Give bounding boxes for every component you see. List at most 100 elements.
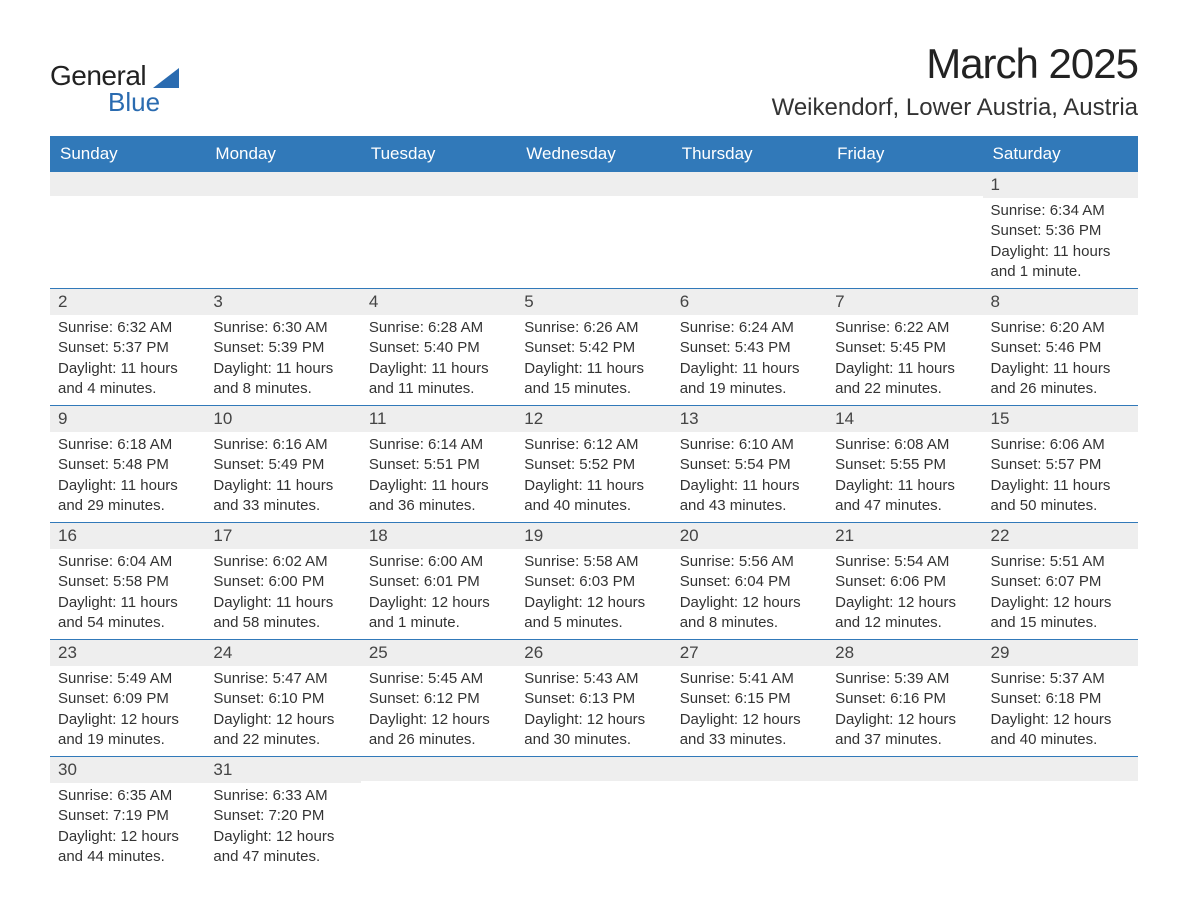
day-cell: 13Sunrise: 6:10 AMSunset: 5:54 PMDayligh…: [672, 406, 827, 522]
day-ss: Sunset: 5:54 PM: [680, 455, 819, 475]
day-dl: Daylight: 12 hours and 19 minutes.: [58, 710, 197, 751]
day-cell: 25Sunrise: 5:45 AMSunset: 6:12 PMDayligh…: [361, 640, 516, 756]
day-number: 14: [827, 406, 982, 432]
day-cell: [205, 172, 360, 288]
day-ss: Sunset: 6:16 PM: [835, 689, 974, 709]
day-cell: 28Sunrise: 5:39 AMSunset: 6:16 PMDayligh…: [827, 640, 982, 756]
day-sr: Sunrise: 6:02 AM: [213, 552, 352, 572]
location: Weikendorf, Lower Austria, Austria: [772, 94, 1138, 122]
day-cell: 22Sunrise: 5:51 AMSunset: 6:07 PMDayligh…: [983, 523, 1138, 639]
day-data: Sunrise: 6:30 AMSunset: 5:39 PMDaylight:…: [205, 315, 360, 405]
day-cell: [361, 757, 516, 873]
day-cell: 12Sunrise: 6:12 AMSunset: 5:52 PMDayligh…: [516, 406, 671, 522]
day-number: 15: [983, 406, 1138, 432]
day-cell: 24Sunrise: 5:47 AMSunset: 6:10 PMDayligh…: [205, 640, 360, 756]
day-number: 4: [361, 289, 516, 315]
day-cell: 30Sunrise: 6:35 AMSunset: 7:19 PMDayligh…: [50, 757, 205, 873]
day-dl: Daylight: 12 hours and 44 minutes.: [58, 827, 197, 868]
day-sr: Sunrise: 5:45 AM: [369, 669, 508, 689]
day-ss: Sunset: 6:06 PM: [835, 572, 974, 592]
day-data: Sunrise: 5:37 AMSunset: 6:18 PMDaylight:…: [983, 666, 1138, 756]
day-dl: Daylight: 11 hours and 4 minutes.: [58, 359, 197, 400]
day-ss: Sunset: 6:10 PM: [213, 689, 352, 709]
day-sr: Sunrise: 6:14 AM: [369, 435, 508, 455]
day-number: 5: [516, 289, 671, 315]
day-number: [827, 757, 982, 781]
day-number: [672, 757, 827, 781]
day-number: 31: [205, 757, 360, 783]
day-data: [672, 781, 827, 851]
day-dl: Daylight: 12 hours and 12 minutes.: [835, 593, 974, 634]
day-ss: Sunset: 6:01 PM: [369, 572, 508, 592]
day-data: [516, 196, 671, 266]
day-data: Sunrise: 6:18 AMSunset: 5:48 PMDaylight:…: [50, 432, 205, 522]
day-sr: Sunrise: 5:49 AM: [58, 669, 197, 689]
day-header-cell: Wednesday: [516, 136, 671, 172]
week-row: 23Sunrise: 5:49 AMSunset: 6:09 PMDayligh…: [50, 639, 1138, 756]
day-number: 25: [361, 640, 516, 666]
day-ss: Sunset: 5:43 PM: [680, 338, 819, 358]
day-data: Sunrise: 5:54 AMSunset: 6:06 PMDaylight:…: [827, 549, 982, 639]
calendar: SundayMondayTuesdayWednesdayThursdayFrid…: [50, 136, 1138, 873]
day-sr: Sunrise: 5:54 AM: [835, 552, 974, 572]
month-title: March 2025: [772, 40, 1138, 88]
day-cell: 6Sunrise: 6:24 AMSunset: 5:43 PMDaylight…: [672, 289, 827, 405]
day-number: 3: [205, 289, 360, 315]
day-ss: Sunset: 7:20 PM: [213, 806, 352, 826]
day-number: 23: [50, 640, 205, 666]
day-ss: Sunset: 6:18 PM: [991, 689, 1130, 709]
day-number: [672, 172, 827, 196]
day-cell: 29Sunrise: 5:37 AMSunset: 6:18 PMDayligh…: [983, 640, 1138, 756]
day-dl: Daylight: 11 hours and 43 minutes.: [680, 476, 819, 517]
day-header-cell: Sunday: [50, 136, 205, 172]
day-number: 21: [827, 523, 982, 549]
week-row: 2Sunrise: 6:32 AMSunset: 5:37 PMDaylight…: [50, 288, 1138, 405]
day-data: Sunrise: 6:32 AMSunset: 5:37 PMDaylight:…: [50, 315, 205, 405]
day-sr: Sunrise: 5:51 AM: [991, 552, 1130, 572]
day-number: 28: [827, 640, 982, 666]
day-dl: Daylight: 11 hours and 50 minutes.: [991, 476, 1130, 517]
day-data: Sunrise: 6:16 AMSunset: 5:49 PMDaylight:…: [205, 432, 360, 522]
day-number: [983, 757, 1138, 781]
day-number: [827, 172, 982, 196]
day-cell: [827, 172, 982, 288]
day-ss: Sunset: 5:55 PM: [835, 455, 974, 475]
day-dl: Daylight: 11 hours and 40 minutes.: [524, 476, 663, 517]
day-number: 9: [50, 406, 205, 432]
day-header-cell: Tuesday: [361, 136, 516, 172]
day-cell: 17Sunrise: 6:02 AMSunset: 6:00 PMDayligh…: [205, 523, 360, 639]
day-ss: Sunset: 5:46 PM: [991, 338, 1130, 358]
day-cell: 1Sunrise: 6:34 AMSunset: 5:36 PMDaylight…: [983, 172, 1138, 288]
day-sr: Sunrise: 6:16 AM: [213, 435, 352, 455]
day-cell: 7Sunrise: 6:22 AMSunset: 5:45 PMDaylight…: [827, 289, 982, 405]
day-sr: Sunrise: 6:06 AM: [991, 435, 1130, 455]
day-data: Sunrise: 5:58 AMSunset: 6:03 PMDaylight:…: [516, 549, 671, 639]
day-cell: 15Sunrise: 6:06 AMSunset: 5:57 PMDayligh…: [983, 406, 1138, 522]
day-cell: 9Sunrise: 6:18 AMSunset: 5:48 PMDaylight…: [50, 406, 205, 522]
day-data: Sunrise: 6:08 AMSunset: 5:55 PMDaylight:…: [827, 432, 982, 522]
day-sr: Sunrise: 6:32 AM: [58, 318, 197, 338]
day-header-cell: Saturday: [983, 136, 1138, 172]
day-number: 19: [516, 523, 671, 549]
day-data: Sunrise: 6:14 AMSunset: 5:51 PMDaylight:…: [361, 432, 516, 522]
day-header-cell: Thursday: [672, 136, 827, 172]
day-sr: Sunrise: 6:24 AM: [680, 318, 819, 338]
day-data: [50, 196, 205, 266]
day-cell: 21Sunrise: 5:54 AMSunset: 6:06 PMDayligh…: [827, 523, 982, 639]
day-ss: Sunset: 7:19 PM: [58, 806, 197, 826]
day-dl: Daylight: 11 hours and 8 minutes.: [213, 359, 352, 400]
day-data: [516, 781, 671, 851]
day-ss: Sunset: 6:00 PM: [213, 572, 352, 592]
day-ss: Sunset: 6:07 PM: [991, 572, 1130, 592]
day-number: 27: [672, 640, 827, 666]
day-data: [827, 781, 982, 851]
day-sr: Sunrise: 6:12 AM: [524, 435, 663, 455]
day-sr: Sunrise: 5:56 AM: [680, 552, 819, 572]
day-data: Sunrise: 6:10 AMSunset: 5:54 PMDaylight:…: [672, 432, 827, 522]
day-dl: Daylight: 11 hours and 15 minutes.: [524, 359, 663, 400]
day-sr: Sunrise: 5:43 AM: [524, 669, 663, 689]
day-sr: Sunrise: 6:08 AM: [835, 435, 974, 455]
day-data: Sunrise: 5:43 AMSunset: 6:13 PMDaylight:…: [516, 666, 671, 756]
day-cell: 2Sunrise: 6:32 AMSunset: 5:37 PMDaylight…: [50, 289, 205, 405]
day-sr: Sunrise: 6:00 AM: [369, 552, 508, 572]
